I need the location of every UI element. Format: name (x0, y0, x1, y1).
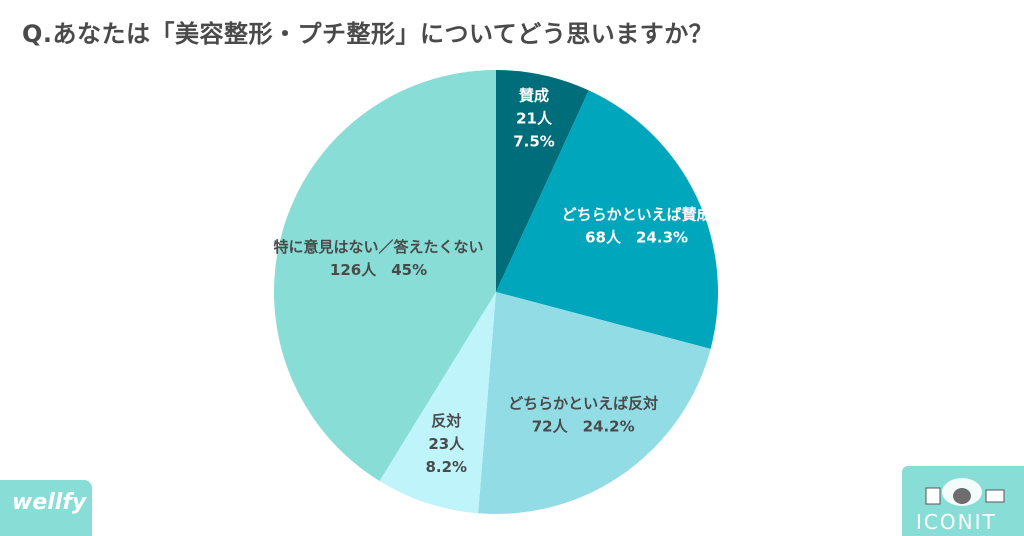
slice-label-2-line-1: どちらかといえば賛成 (562, 205, 712, 223)
slice-label-3-line-2: 72人 24.2% (532, 418, 635, 436)
slice-label-5-line-2: 126人 45% (330, 261, 427, 279)
wellfy-logo: wellfy (0, 480, 92, 536)
pie-slice-1 (496, 70, 589, 292)
slice-label-4-line-1: 反対 (431, 412, 461, 430)
slice-label-4-line-3: 8.2% (425, 458, 467, 476)
slice-label-1-line-1: 賛成 (519, 87, 549, 105)
slice-label-3-line-1: どちらかといえば反対 (508, 395, 658, 413)
iconit-logo: ICONIT (902, 466, 1024, 536)
wellfy-logo-text: wellfy (12, 490, 87, 515)
pie-slice-5 (274, 70, 496, 481)
pie-slice-3 (478, 292, 711, 515)
pie-slice-2 (496, 90, 719, 349)
iconit-logo-text: ICONIT (916, 510, 997, 534)
sheep-icon (925, 478, 1005, 506)
slice-label-4-line-2: 23人 (428, 435, 465, 453)
slice-label-5-line-1: 特に意見はない／答えたくない (274, 238, 484, 256)
chart-title: Q.あなたは「美容整形・プチ整形」についてどう思いますか？ (22, 20, 714, 48)
slice-label-1-line-2: 21人 (516, 110, 553, 128)
slice-label-1-line-3: 7.5% (513, 133, 555, 151)
slice-label-2-line-2: 68人 24.3% (585, 228, 688, 246)
pie-slice-4 (379, 292, 496, 514)
